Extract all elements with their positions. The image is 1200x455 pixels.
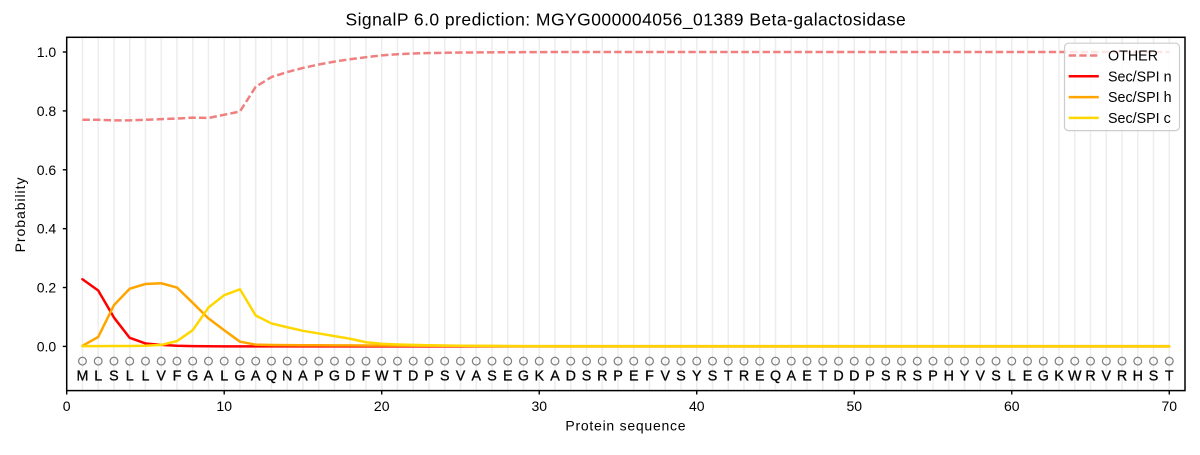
svg-text:OTHER: OTHER: [1108, 49, 1158, 65]
svg-text:S: S: [991, 369, 1001, 385]
svg-text:E: E: [503, 369, 513, 385]
svg-text:S: S: [708, 369, 718, 385]
svg-text:S: S: [487, 369, 497, 385]
svg-text:F: F: [173, 369, 182, 385]
svg-text:Probability: Probability: [12, 177, 28, 253]
svg-text:F: F: [362, 369, 371, 385]
svg-text:20: 20: [374, 398, 390, 414]
svg-text:10: 10: [216, 398, 232, 414]
svg-text:V: V: [156, 369, 166, 385]
svg-text:D: D: [849, 369, 859, 385]
svg-text:W: W: [375, 369, 389, 385]
svg-text:E: E: [755, 369, 765, 385]
svg-text:0.0: 0.0: [37, 338, 57, 354]
svg-text:A: A: [786, 369, 796, 385]
svg-text:G: G: [518, 369, 529, 385]
svg-text:D: D: [345, 369, 355, 385]
svg-text:30: 30: [531, 398, 547, 414]
svg-text:L: L: [220, 369, 228, 385]
svg-text:P: P: [865, 369, 875, 385]
svg-text:G: G: [1038, 369, 1049, 385]
svg-text:0.6: 0.6: [37, 162, 57, 178]
svg-text:G: G: [329, 369, 340, 385]
svg-text:A: A: [298, 369, 308, 385]
svg-text:P: P: [613, 369, 623, 385]
svg-text:S: S: [440, 369, 450, 385]
svg-text:Y: Y: [960, 369, 970, 385]
svg-text:E: E: [1023, 369, 1033, 385]
svg-text:S: S: [109, 369, 119, 385]
svg-text:W: W: [1068, 369, 1082, 385]
svg-text:70: 70: [1161, 398, 1177, 414]
svg-text:G: G: [187, 369, 198, 385]
svg-text:T: T: [724, 369, 733, 385]
svg-text:Protein sequence: Protein sequence: [565, 418, 686, 434]
svg-text:G: G: [234, 369, 245, 385]
svg-text:50: 50: [846, 398, 862, 414]
svg-text:R: R: [739, 369, 749, 385]
svg-text:0.2: 0.2: [37, 280, 57, 296]
svg-text:A: A: [471, 369, 481, 385]
svg-text:0.8: 0.8: [37, 103, 57, 119]
svg-text:R: R: [1085, 369, 1095, 385]
svg-text:L: L: [1008, 369, 1016, 385]
svg-text:V: V: [456, 369, 466, 385]
svg-text:SignalP 6.0 prediction: MGYG00: SignalP 6.0 prediction: MGYG000004056_01…: [345, 9, 906, 30]
svg-text:S: S: [881, 369, 891, 385]
svg-text:Q: Q: [770, 369, 781, 385]
svg-text:R: R: [1117, 369, 1127, 385]
svg-text:V: V: [660, 369, 670, 385]
svg-text:F: F: [645, 369, 654, 385]
svg-text:L: L: [126, 369, 134, 385]
svg-text:Q: Q: [266, 369, 277, 385]
svg-text:R: R: [896, 369, 906, 385]
svg-text:M: M: [76, 369, 88, 385]
svg-text:H: H: [944, 369, 954, 385]
svg-text:T: T: [1165, 369, 1174, 385]
svg-text:T: T: [393, 369, 402, 385]
svg-text:E: E: [629, 369, 639, 385]
svg-text:1.0: 1.0: [37, 44, 57, 60]
svg-text:K: K: [1054, 369, 1064, 385]
svg-text:S: S: [676, 369, 686, 385]
svg-text:L: L: [94, 369, 102, 385]
svg-text:R: R: [597, 369, 607, 385]
svg-text:0.4: 0.4: [37, 221, 57, 237]
svg-text:40: 40: [689, 398, 705, 414]
svg-text:Sec/SPI c: Sec/SPI c: [1108, 111, 1171, 127]
svg-text:N: N: [282, 369, 292, 385]
svg-text:Sec/SPI n: Sec/SPI n: [1108, 69, 1172, 85]
svg-text:60: 60: [1004, 398, 1020, 414]
svg-text:E: E: [802, 369, 812, 385]
svg-text:V: V: [975, 369, 985, 385]
svg-text:H: H: [1133, 369, 1143, 385]
svg-text:Y: Y: [692, 369, 702, 385]
svg-text:A: A: [550, 369, 560, 385]
svg-text:D: D: [408, 369, 418, 385]
svg-text:S: S: [1149, 369, 1159, 385]
svg-text:A: A: [251, 369, 261, 385]
svg-text:P: P: [928, 369, 938, 385]
svg-text:V: V: [1101, 369, 1111, 385]
svg-text:L: L: [141, 369, 149, 385]
svg-text:0: 0: [63, 398, 71, 414]
svg-text:T: T: [818, 369, 827, 385]
svg-text:P: P: [424, 369, 434, 385]
svg-text:D: D: [566, 369, 576, 385]
svg-text:Sec/SPI h: Sec/SPI h: [1108, 90, 1172, 106]
svg-text:D: D: [833, 369, 843, 385]
svg-text:S: S: [582, 369, 592, 385]
svg-text:A: A: [204, 369, 214, 385]
svg-text:P: P: [314, 369, 324, 385]
svg-text:K: K: [534, 369, 544, 385]
svg-text:S: S: [912, 369, 922, 385]
